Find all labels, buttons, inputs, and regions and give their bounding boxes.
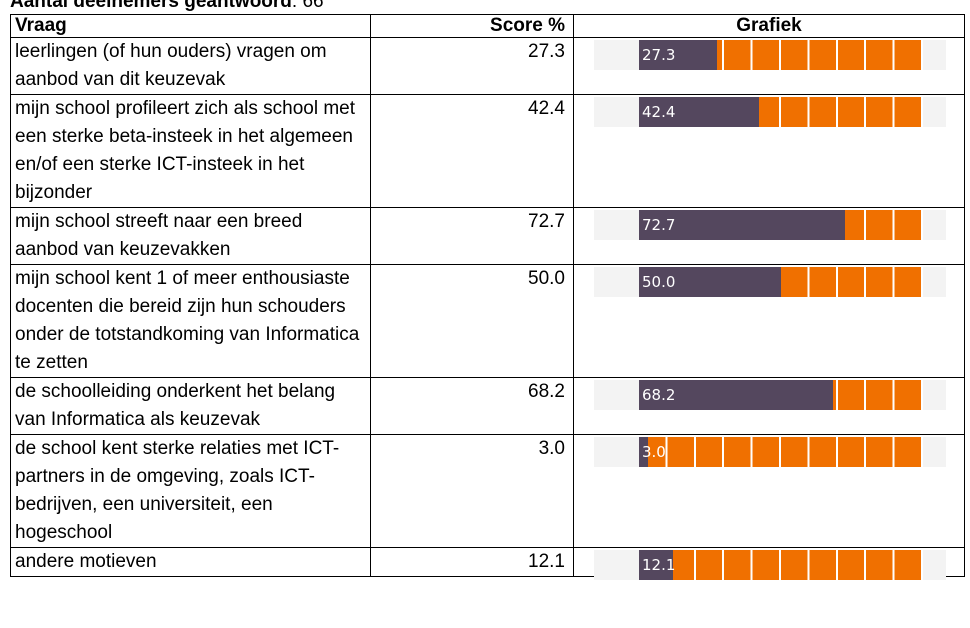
question: mijn school profileert zich als school m… <box>10 94 371 208</box>
bar-label: 3.0 <box>642 443 666 461</box>
bar <box>639 267 781 297</box>
bar-label: 12.1 <box>642 556 676 574</box>
participants-count: : 66 <box>291 0 324 12</box>
graph-cell: 72.7 <box>573 207 965 265</box>
graph-cell: 27.3 <box>573 37 965 95</box>
graph-cell: 68.2 <box>573 377 965 435</box>
question: leerlingen (of hun ouders) vragen om aan… <box>10 37 371 95</box>
score: 3.0 <box>370 434 574 548</box>
score: 12.1 <box>370 547 574 577</box>
bar-label: 42.4 <box>642 103 676 121</box>
score: 27.3 <box>370 37 574 95</box>
bar <box>639 437 648 467</box>
bar <box>639 210 846 240</box>
bar-label: 72.7 <box>642 216 676 234</box>
participants-label: Aantal deelnemers geantwoord <box>10 0 292 12</box>
bar <box>639 97 760 127</box>
score: 72.7 <box>370 207 574 265</box>
bar-track <box>639 437 923 467</box>
score: 50.0 <box>370 264 574 378</box>
results-table: Vraag Score % Grafiek leerlingen (of hun… <box>10 14 965 580</box>
participants-line: Aantal deelnemers geantwoord: 66 <box>10 0 324 13</box>
question: de school kent sterke relaties met ICT-p… <box>10 434 371 548</box>
graph-cell: 12.1 <box>573 547 965 580</box>
table-row: andere motieven 12.1 12.1 <box>10 547 965 580</box>
question: andere motieven <box>10 547 371 577</box>
table-row: de school kent sterke relaties met ICT-p… <box>10 434 965 548</box>
table-row: mijn school streeft naar een breed aanbo… <box>10 207 965 265</box>
graph-cell: 50.0 <box>573 264 965 378</box>
bar <box>639 550 674 580</box>
column-header: Score % <box>370 14 574 38</box>
question: mijn school kent 1 of meer enthousiaste … <box>10 264 371 378</box>
table-body: leerlingen (of hun ouders) vragen om aan… <box>10 37 965 580</box>
table-row: mijn school profileert zich als school m… <box>10 94 965 208</box>
score: 42.4 <box>370 94 574 208</box>
question: de schoolleiding onderkent het belang va… <box>10 377 371 435</box>
bar-label: 27.3 <box>642 46 676 64</box>
bar-label: 68.2 <box>642 386 676 404</box>
bar-track <box>639 550 923 580</box>
bar <box>639 380 833 410</box>
question: mijn school streeft naar een breed aanbo… <box>10 207 371 265</box>
table-row: leerlingen (of hun ouders) vragen om aan… <box>10 37 965 95</box>
graph-cell: 3.0 <box>573 434 965 548</box>
column-header: Grafiek <box>573 14 965 38</box>
bar <box>639 40 717 70</box>
score: 68.2 <box>370 377 574 435</box>
table-row: mijn school kent 1 of meer enthousiaste … <box>10 264 965 378</box>
bar-label: 50.0 <box>642 273 676 291</box>
table-row: de schoolleiding onderkent het belang va… <box>10 377 965 435</box>
header-row: Vraag Score % Grafiek <box>10 14 965 38</box>
graph-cell: 42.4 <box>573 94 965 208</box>
column-header: Vraag <box>10 14 371 38</box>
